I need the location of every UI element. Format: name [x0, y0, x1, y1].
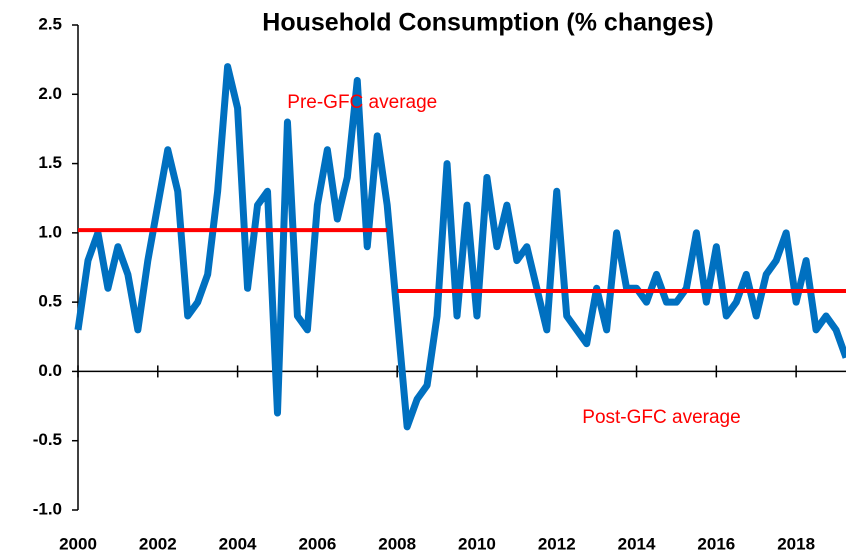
y-tick-label: 0.5	[38, 292, 62, 311]
y-tick-label: -1.0	[33, 499, 62, 518]
x-tick-label: 2010	[458, 534, 496, 553]
y-tick-label: 2.5	[38, 14, 62, 33]
y-tick-label: -0.5	[33, 430, 62, 449]
y-tick-label: 1.5	[38, 153, 62, 172]
x-tick-label: 2018	[777, 534, 815, 553]
y-tick-label: 2.0	[38, 84, 62, 103]
x-tick-label: 2000	[59, 534, 97, 553]
x-tick-label: 2014	[618, 534, 656, 553]
x-tick-label: 2012	[538, 534, 576, 553]
chart-title: Household Consumption (% changes)	[262, 9, 713, 37]
y-tick-label: 1.0	[38, 222, 62, 241]
x-tick-label: 2006	[298, 534, 336, 553]
x-tick-label: 2008	[378, 534, 416, 553]
y-tick-label: 0.0	[38, 361, 62, 380]
x-tick-label: 2002	[139, 534, 177, 553]
average-label: Post-GFC average	[582, 407, 740, 428]
average-label: Pre-GFC average	[287, 92, 437, 113]
x-tick-label: 2016	[697, 534, 735, 553]
data-line	[74, 63, 846, 431]
x-tick-label: 2004	[219, 534, 257, 553]
